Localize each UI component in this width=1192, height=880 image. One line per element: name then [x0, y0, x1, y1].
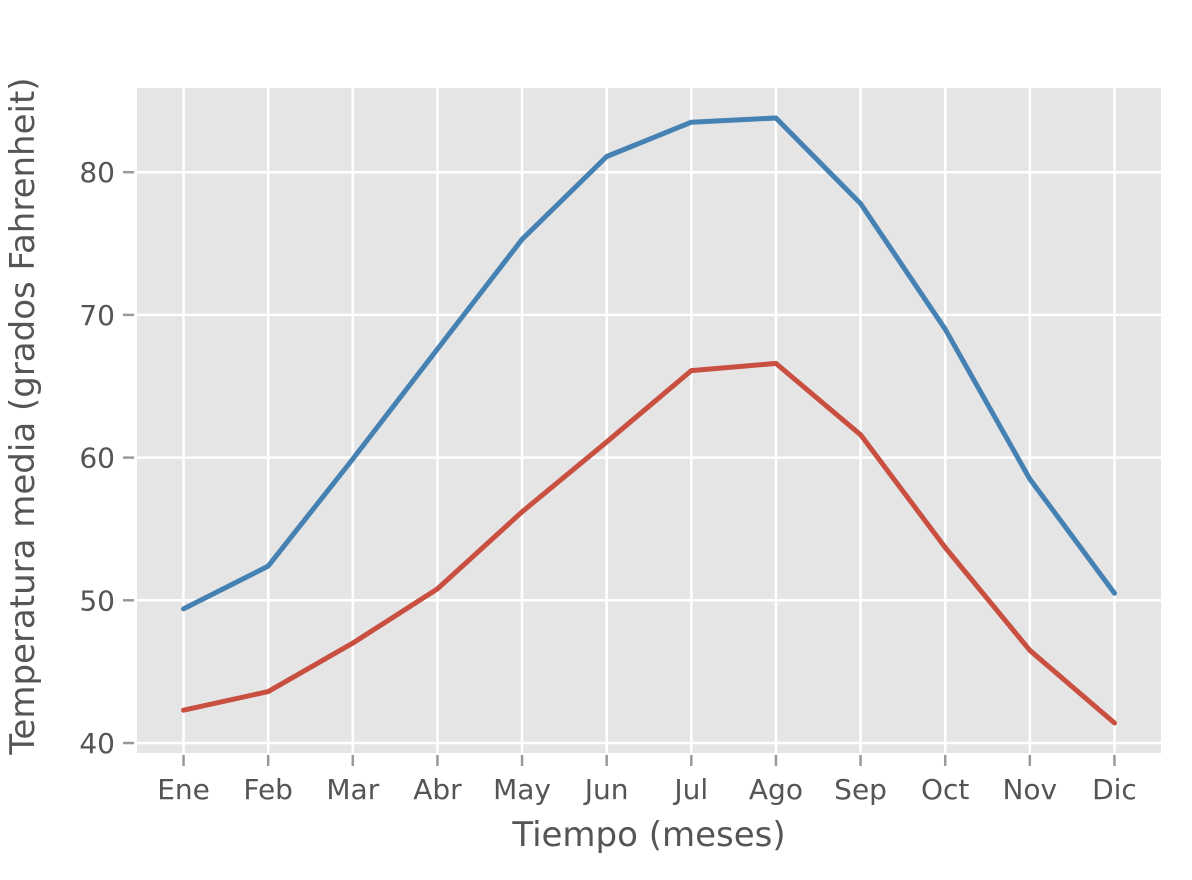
x-tick-label: Sep [834, 773, 887, 806]
y-tick-label: 50 [79, 584, 115, 617]
x-tick-label: Dic [1092, 773, 1137, 806]
x-tick-label: Oct [921, 773, 969, 806]
y-tick-label: 40 [79, 727, 115, 760]
y-tick-label: 60 [79, 442, 115, 475]
x-tick-label: Feb [243, 773, 293, 806]
data-series [181, 115, 1117, 726]
x-tick-label: Jul [672, 773, 708, 806]
y-tick-labels: 40 50 60 70 80 [79, 156, 115, 760]
x-tick-label: Ene [157, 773, 210, 806]
x-tick-label: May [493, 773, 551, 806]
plot-area [137, 88, 1161, 753]
x-tick-label: Nov [1002, 773, 1057, 806]
x-tick-label: Jun [583, 773, 629, 806]
y-axis-label: Temperatura media (grados Fahrenheit) [3, 77, 43, 755]
series-line-roja [181, 360, 1117, 726]
x-tick-label: Mar [326, 773, 379, 806]
x-axis-label: Tiempo (meses) [511, 815, 785, 855]
x-tick-labels: Ene Feb Mar Abr May Jun Jul Ago Sep Oct Nov Dic [157, 773, 1137, 806]
y-tick-label: 80 [79, 156, 115, 189]
y-tick-label: 70 [79, 299, 115, 332]
x-tick-label: Abr [413, 773, 462, 806]
tick-marks [123, 170, 1116, 766]
series-line-azul [181, 115, 1117, 612]
x-tick-label: Ago [749, 773, 803, 806]
